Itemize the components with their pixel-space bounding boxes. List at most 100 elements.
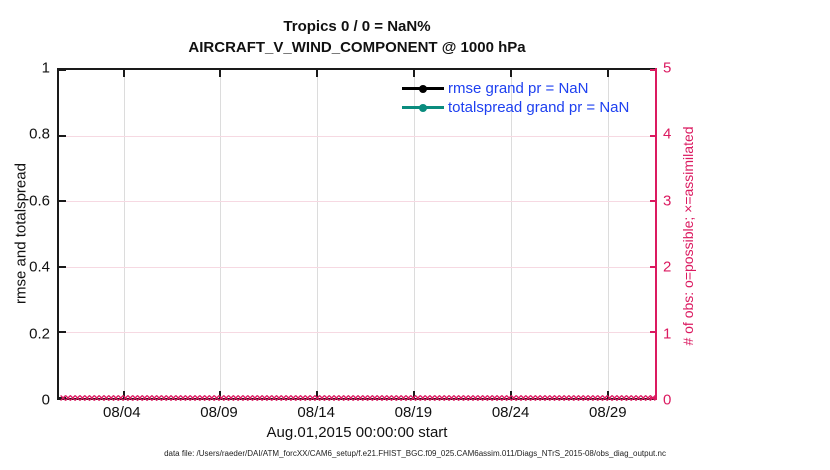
chart-title-block: Tropics 0 / 0 = NaN% AIRCRAFT_V_WIND_COM… [57,16,657,58]
vertical-gridline [220,70,222,398]
right-tick-label: 4 [663,125,672,143]
assimilated-obs-marker: × [615,391,623,405]
assimilated-obs-marker: × [189,391,197,405]
assimilated-obs-marker: × [337,391,345,405]
assimilated-obs-marker: × [328,391,336,405]
right-axis-line [655,68,657,400]
right-tick-label: 1 [663,325,672,343]
assimilated-obs-marker: × [289,391,297,405]
assimilated-obs-marker: × [471,391,479,405]
assimilated-obs-marker: × [299,391,307,405]
assimilated-obs-marker: × [457,391,465,405]
assimilated-obs-marker: × [184,391,192,405]
assimilated-obs-marker: × [308,391,316,405]
x-tick-bottom [122,391,125,398]
assimilated-obs-marker: × [644,391,652,405]
assimilated-obs-marker: × [275,391,283,405]
assimilated-obs-marker: × [452,391,460,405]
assimilated-obs-marker: × [361,391,369,405]
assimilated-obs-marker: × [145,391,153,405]
x-tick-bottom [219,391,222,398]
assimilated-obs-marker: × [222,391,230,405]
legend-item-totalspread: totalspread grand pr = NaN [402,98,629,117]
assimilated-obs-marker: × [198,391,206,405]
rmse-line-sample [402,84,444,93]
assimilated-obs-marker: × [179,391,187,405]
right-y-tick [650,331,657,334]
assimilated-obs-marker: × [491,391,499,405]
right-y-tick [650,265,657,268]
assimilated-obs-marker: × [203,391,211,405]
assimilated-obs-marker: × [213,391,221,405]
assimilated-obs-marker: × [462,391,470,405]
left-y-tick [59,331,66,334]
right-axis-tick-labels: 5 4 3 2 1 0 [663,60,703,409]
assimilated-obs-marker: × [313,391,321,405]
vertical-gridline [123,70,125,398]
data-file-path: data file: /Users/raeder/DAI/ATM_forcXX/… [164,449,666,458]
assimilated-obs-marker: × [390,391,398,405]
assimilated-obs-marker: × [380,391,388,405]
assimilated-obs-marker: × [467,391,475,405]
x-tick-label: 08/04 [103,404,141,421]
x-tick-label: 08/29 [589,404,627,421]
assimilated-obs-marker: × [131,391,139,405]
assimilated-obs-marker: × [98,391,106,405]
assimilated-obs-marker: × [366,391,374,405]
assimilated-obs-marker: × [318,391,326,405]
left-tick-label: 0.4 [29,258,50,276]
assimilated-obs-marker: × [586,391,594,405]
legend-item-rmse: rmse grand pr = NaN [402,79,629,98]
assimilated-obs-marker: × [539,391,547,405]
x-tick-top [316,70,319,77]
assimilated-obs-marker: × [356,391,364,405]
assimilated-obs-marker: × [443,391,451,405]
assimilated-obs-marker: × [141,391,149,405]
x-tick-label: 08/14 [297,404,335,421]
assimilated-obs-marker: × [371,391,379,405]
x-tick-bottom [606,391,609,398]
assimilated-obs-marker: × [534,391,542,405]
right-tick-label: 0 [663,391,672,409]
chart-title: Tropics 0 / 0 = NaN% [283,18,431,35]
assimilated-obs-marker: × [59,391,67,405]
horizontal-gridline [59,201,657,203]
assimilated-obs-marker: × [591,391,599,405]
assimilated-obs-marker: × [500,391,508,405]
assimilated-obs-marker: × [83,391,91,405]
x-tick-top [510,70,513,77]
assimilated-obs-marker: × [280,391,288,405]
right-tick-label: 5 [663,59,672,77]
assimilated-obs-marker: × [265,391,273,405]
x-tick-bottom [316,391,319,398]
assimilated-obs-marker: × [69,391,77,405]
left-tick-label: 0.6 [29,192,50,210]
horizontal-gridline [59,266,657,268]
left-tick-label: 1 [41,59,50,77]
assimilated-obs-marker: × [601,391,609,405]
legend-label-rmse: rmse grand pr = NaN [448,80,589,97]
right-tick-label: 2 [663,258,672,276]
assimilated-obs-marker: × [447,391,455,405]
chart-subtitle: AIRCRAFT_V_WIND_COMPONENT @ 1000 hPa [188,39,526,56]
assimilated-obs-marker: × [294,391,302,405]
horizontal-gridline [59,332,657,334]
assimilated-obs-marker: × [563,391,571,405]
assimilated-obs-marker: × [495,391,503,405]
assimilated-obs-marker: × [169,391,177,405]
assimilated-obs-marker: × [376,391,384,405]
assimilated-obs-marker: × [548,391,556,405]
assimilated-obs-marker: × [160,391,168,405]
x-tick-label: 08/09 [200,404,238,421]
assimilated-obs-marker: × [93,391,101,405]
assimilated-obs-marker: × [433,391,441,405]
assimilated-obs-marker: × [150,391,158,405]
assimilated-obs-marker: × [419,391,427,405]
totalspread-marker-icon [419,103,427,112]
x-tick-label: 08/19 [394,404,433,421]
assimilated-obs-marker: × [639,391,647,405]
vertical-gridline [511,70,513,398]
assimilated-obs-marker: × [241,391,249,405]
left-axis-tick-labels: 1 0.8 0.6 0.4 0.2 0 [0,60,50,409]
